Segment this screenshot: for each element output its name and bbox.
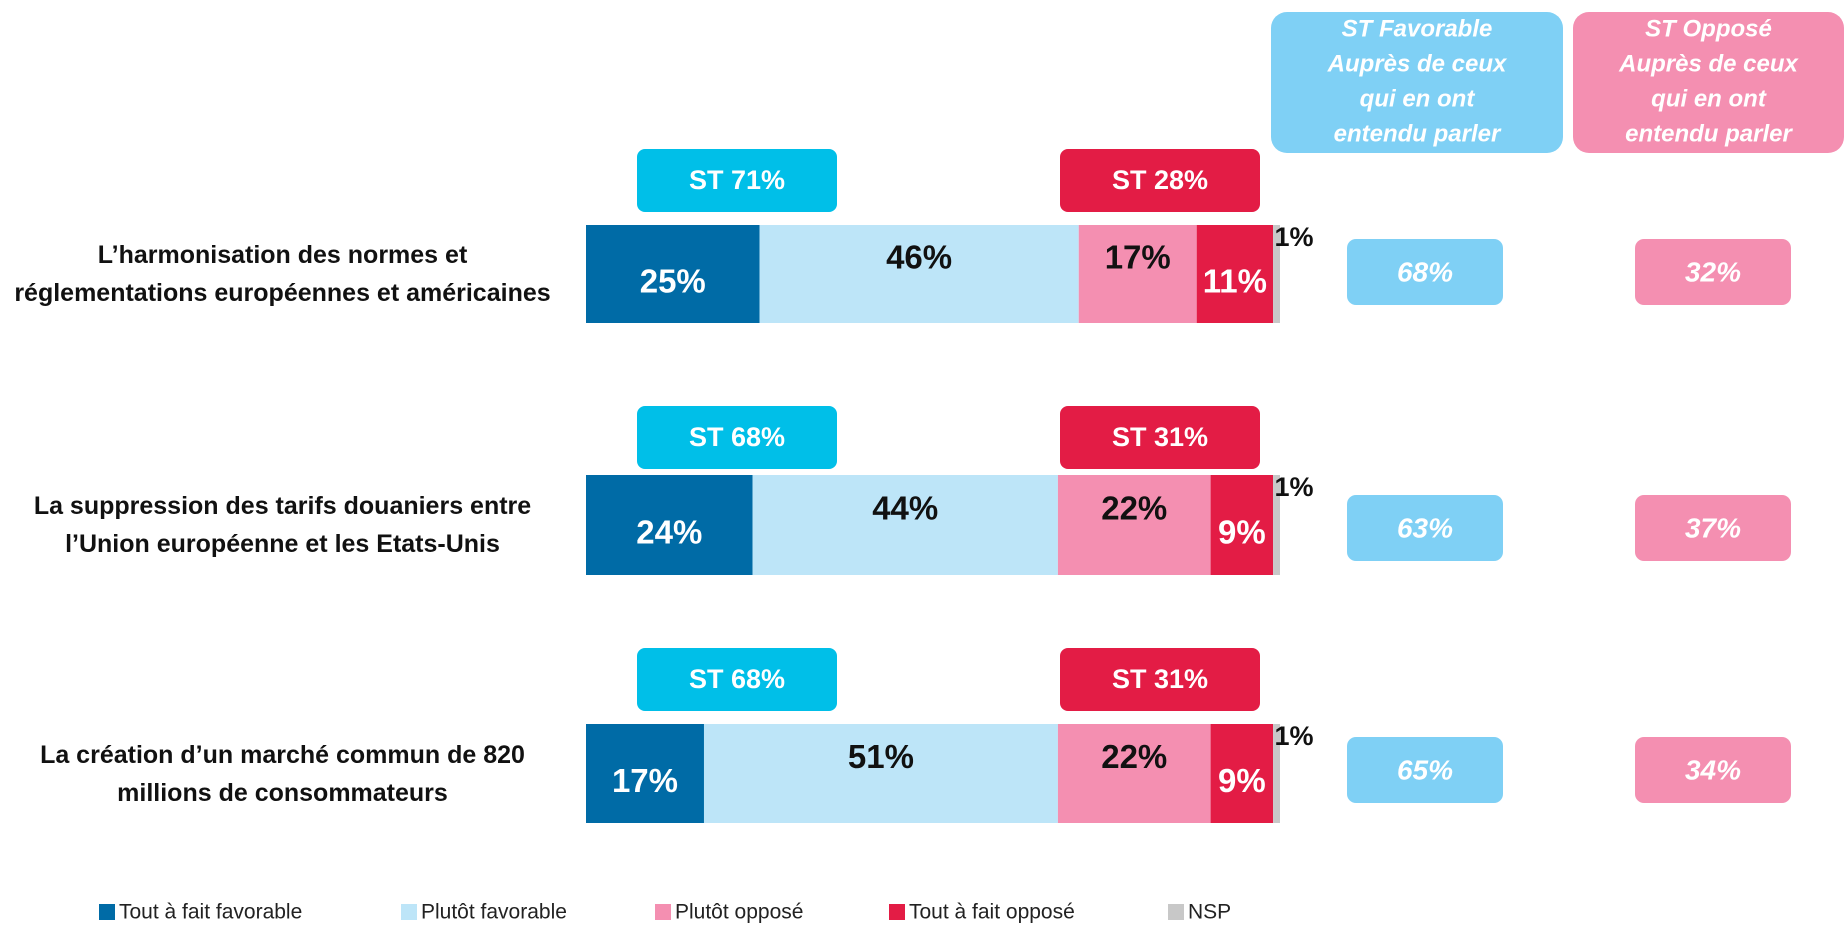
value-label: 51%	[848, 738, 914, 775]
bar-segment	[1273, 225, 1280, 323]
legend-swatch	[401, 904, 417, 920]
bar-segment	[1210, 724, 1274, 823]
value-label: 9%	[1218, 762, 1266, 799]
side-value: 68%	[1397, 256, 1453, 287]
value-label: 1%	[1274, 222, 1313, 252]
st-label: ST 31%	[1112, 422, 1208, 452]
side-header: qui en ont	[1651, 85, 1767, 112]
st-box	[1060, 149, 1260, 212]
bar-segment	[1210, 475, 1274, 575]
st-label: ST 68%	[689, 664, 785, 694]
legend-label: Tout à fait favorable	[119, 901, 302, 924]
value-label: 22%	[1101, 738, 1167, 775]
st-label: ST 68%	[689, 422, 785, 452]
legend-label: Plutôt favorable	[421, 901, 567, 924]
category-label: L’harmonisation des normes et réglementa…	[14, 241, 551, 307]
bar-segment	[752, 475, 1058, 575]
bar-segment	[1057, 724, 1211, 823]
bar-segment	[1273, 475, 1280, 575]
side-value: 32%	[1685, 256, 1741, 287]
side-header-box	[1573, 12, 1844, 153]
bar-segment	[1078, 225, 1197, 323]
value-label: 1%	[1274, 721, 1313, 751]
bar-segment	[586, 724, 704, 823]
st-label: ST 71%	[689, 165, 785, 195]
legend-swatch	[655, 904, 671, 920]
value-label: 46%	[886, 239, 952, 276]
legend-label: Tout à fait opposé	[909, 901, 1075, 924]
legend-label: NSP	[1188, 901, 1231, 924]
bar-segment	[1196, 225, 1274, 323]
value-label: 9%	[1218, 514, 1266, 551]
side-value-box	[1635, 495, 1791, 561]
st-label: ST 28%	[1112, 165, 1208, 195]
legend-swatch	[99, 904, 115, 920]
st-box	[1060, 648, 1260, 711]
side-value-box	[1347, 495, 1503, 561]
legend-label: Plutôt opposé	[675, 901, 803, 924]
value-label: 25%	[640, 263, 706, 300]
value-label: 22%	[1101, 490, 1167, 527]
st-label: ST 31%	[1112, 664, 1208, 694]
side-header: qui en ont	[1360, 85, 1476, 112]
value-label: 17%	[612, 762, 678, 799]
side-value-box	[1347, 239, 1503, 305]
value-label: 44%	[872, 490, 938, 527]
side-header: Auprès de ceux	[1618, 50, 1799, 77]
bar-segment	[1057, 475, 1211, 575]
st-box	[637, 406, 837, 469]
legend-swatch	[889, 904, 905, 920]
category-label: La suppression des tarifs douaniers entr…	[33, 492, 532, 558]
bar-segment	[1273, 724, 1280, 823]
side-value: 65%	[1397, 754, 1453, 785]
side-header: ST Opposé	[1645, 15, 1772, 42]
side-value-box	[1635, 737, 1791, 803]
side-header: entendu parler	[1334, 120, 1502, 147]
side-header: entendu parler	[1625, 120, 1793, 147]
value-label: 24%	[636, 514, 702, 551]
category-label: La création d’un marché commun de 820 mi…	[40, 740, 525, 807]
side-value: 37%	[1685, 512, 1741, 543]
value-label: 11%	[1203, 263, 1267, 300]
bar-segment	[586, 225, 760, 323]
side-value: 63%	[1397, 512, 1453, 543]
st-box	[1060, 406, 1260, 469]
side-header: Auprès de ceux	[1327, 50, 1508, 77]
side-value: 34%	[1685, 754, 1741, 785]
bar-segment	[586, 475, 753, 575]
bar-segment	[759, 225, 1079, 323]
side-header: ST Favorable	[1342, 15, 1493, 42]
side-header-box	[1271, 12, 1563, 153]
st-box	[637, 648, 837, 711]
bar-segment	[703, 724, 1058, 823]
side-value-box	[1635, 239, 1791, 305]
st-box	[637, 149, 837, 212]
value-label: 17%	[1105, 239, 1171, 276]
legend-swatch	[1168, 904, 1184, 920]
side-value-box	[1347, 737, 1503, 803]
value-label: 1%	[1274, 472, 1313, 502]
